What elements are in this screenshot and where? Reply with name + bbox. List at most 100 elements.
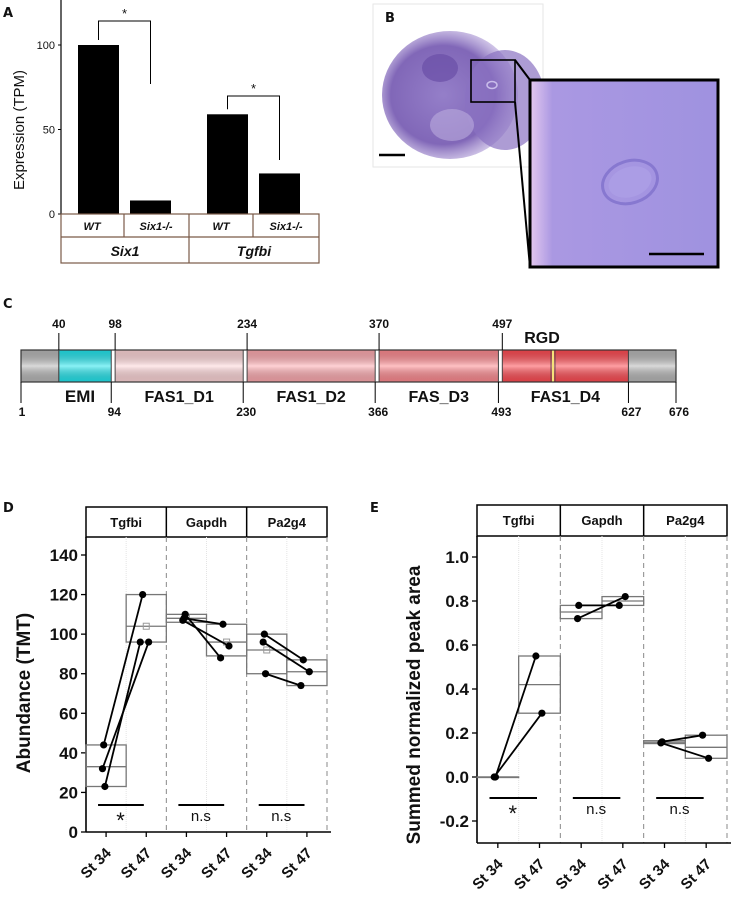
significance-label: n.s [669,801,689,818]
data-point-st47 [297,681,305,690]
x-tick-label: St 47 [118,845,155,882]
panel-e-peak-area: E Summed normalized peak area Tgfbi Gapdh… [370,501,731,893]
domain-label: FAS_D3 [409,389,470,406]
domain-segment-shading [628,350,676,382]
significance-star: * [122,6,127,21]
box-mean-marker [263,646,271,654]
paired-line [493,712,543,778]
data-point-st34 [179,616,187,624]
facet-label: Pa2g4 [666,513,705,528]
category-label: Six1-/- [139,221,172,233]
data-point-st47 [299,656,307,664]
panel-letter-b: B [385,11,395,26]
facet-header-strip [85,506,328,538]
x-tick-label: St 47 [278,845,315,882]
bottom-position-label: 1 [19,405,26,419]
y-tick-label: 0.8 [445,592,469,611]
bar [259,173,300,214]
top-position-label: 234 [237,317,257,331]
panel-d-tmt-abundance: D Abundance (TMT) Tgfbi Gapdh Pa2g4 0 20 40 60… [3,501,331,882]
bottom-position-label: 366 [368,405,388,419]
category-label: WT [212,221,230,233]
paired-line [660,742,709,760]
zoom-connector-line [514,101,531,268]
top-position-label: 98 [108,317,122,331]
domain-label: FAS1_D2 [276,389,345,406]
domain-label: FAS1_D4 [531,389,600,406]
x-tick-label: St 34 [158,844,196,882]
y-tick-label: 60 [59,704,78,723]
facet-label: Gapdh [186,515,227,530]
data-point-st47 [145,638,153,646]
x-tick-label: St 34 [636,855,674,893]
y-tick-label: 40 [59,744,78,763]
bottom-position-label: 676 [669,405,689,419]
group-label: Tgfbi [237,243,272,259]
y-tick-label: 140 [50,546,78,565]
data-point-st47 [225,642,233,650]
facet-label: Tgfbi [503,513,535,528]
box [286,659,328,687]
panel-d-ylabel: Abundance (TMT) [14,613,35,773]
paired-line [265,672,302,687]
bottom-position-label: 627 [621,405,641,419]
rgd-motif-label: RGD [524,330,560,347]
top-position-label: 497 [492,317,512,331]
significance-label: * [116,808,125,833]
domain-bar: EMI FAS1_D1 FAS1_D2 FAS_D3 FAS1_D4 [20,349,677,406]
significance-label: n.s [586,801,606,818]
y-tick-label: 0.6 [445,636,469,655]
x-tick-label: St 47 [511,856,548,893]
panel-letter-d: D [3,501,14,516]
domain-segment-shading [502,350,629,382]
y-tick-label: 120 [50,586,78,605]
x-tick-label: St 34 [469,855,507,893]
domain-segment-shading [247,350,376,382]
bottom-position-label: 230 [236,405,256,419]
paired-line [263,633,304,661]
significance-label: n.s [191,808,211,825]
panel-letter-e: E [370,501,379,516]
y-tick-label: 100 [37,40,55,52]
significance-bracket [227,95,280,160]
facet-label: Pa2g4 [268,515,307,530]
paired-line [104,641,142,787]
zoom-region-box [470,59,516,103]
facet-label: Gapdh [581,513,622,528]
panel-e-ylabel: Summed normalized peak area [404,565,425,844]
data-point-st47 [615,601,623,610]
box [205,623,248,657]
y-tick-label: 0.0 [445,768,469,787]
inset-image [528,78,720,269]
y-tick-label: 0.2 [445,724,469,743]
data-point-st34 [98,765,107,773]
panel-a-ylabel: Expression (TPM) [11,70,28,190]
data-point-st47 [698,731,707,739]
y-tick-label: 0.4 [445,680,469,699]
y-tick-label: 0 [49,209,55,221]
y-tick-label: -0.2 [440,812,469,831]
paired-line [661,734,703,743]
data-point-st34 [181,610,189,618]
significance-bracket [98,20,151,84]
zoom-connector-line [514,59,531,81]
panel-letter-c: C [3,297,13,312]
data-point-st47 [136,638,144,646]
category-label: WT [83,221,101,233]
group-label: Six1 [111,243,140,259]
data-point-st34 [575,601,583,610]
bottom-position-label: 493 [491,405,511,419]
y-tick-label: 1.0 [445,548,469,567]
bar [78,45,119,214]
paired-line [184,613,222,659]
data-point-st47 [704,754,713,762]
data-point-st34 [100,741,108,749]
data-point-st47 [139,590,147,599]
data-point-st34 [101,782,109,791]
y-tick-label: 20 [59,783,78,802]
data-point-st34 [259,638,267,646]
data-point-st47 [305,668,313,676]
domain-bar-outline [20,349,677,383]
